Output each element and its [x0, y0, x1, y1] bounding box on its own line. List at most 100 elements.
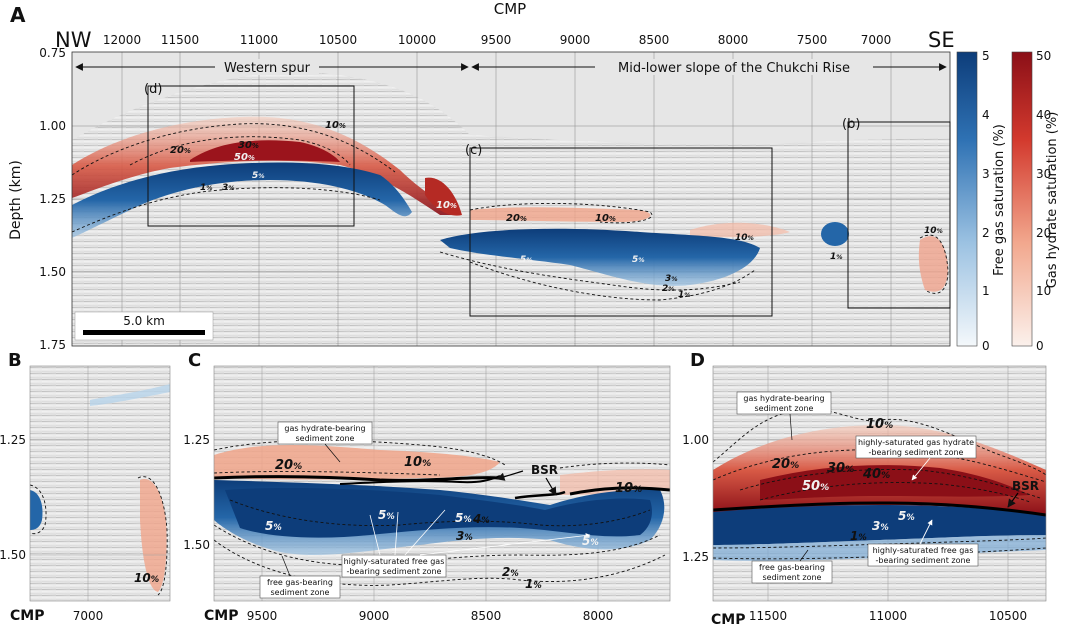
annotation-text: highly-saturated gas hydrate: [858, 438, 974, 447]
depth-tick: 1.50: [0, 548, 26, 562]
contour-20b: 20%: [506, 213, 527, 224]
percent-sign: %: [633, 485, 642, 495]
depth-tick: 1.25: [0, 433, 26, 447]
percent-sign: %: [248, 154, 255, 162]
percent-sign: %: [339, 122, 346, 130]
cmp-label-b: CMP: [10, 608, 44, 624]
cmp-tick: 9000: [560, 33, 591, 47]
panel-b: B 1.25 1.50 10% CMP 7000: [0, 350, 171, 624]
contour-3b: 3%: [665, 274, 678, 284]
depth-tick: 1.75: [39, 338, 66, 352]
colorbar-tick: 3: [982, 167, 990, 181]
annotation-text: gas hydrate-bearing: [743, 394, 824, 403]
contour-5: 5%: [898, 509, 915, 523]
annotation-text: free gas-bearing: [759, 563, 825, 572]
cmp-tick: 10000: [398, 33, 436, 47]
scale-bar: [83, 330, 205, 335]
annotation-text: highly-saturated free gas: [344, 557, 445, 566]
contour-10e: 10%: [924, 226, 943, 236]
colorbar-hydrate-label: Gas hydrate saturation (%): [1045, 112, 1060, 289]
contour-4: 4%: [472, 512, 490, 526]
cmp-tick: 9500: [247, 609, 278, 623]
contour-2: 2%: [502, 565, 519, 579]
colorbar-tick: 20: [1036, 226, 1051, 240]
percent-sign: %: [258, 173, 264, 180]
colorbar-free-gas-label: Free gas saturation (%): [992, 124, 1007, 276]
contour-50: 50%: [802, 479, 829, 494]
mid-lower-slope-label: Mid-lower slope of the Chukchi Rise: [618, 61, 850, 76]
colorbar-tick: 10: [1036, 284, 1051, 298]
percent-sign: %: [520, 215, 527, 223]
se-label: SE: [928, 28, 955, 52]
colorbar-tick: 4: [982, 108, 990, 122]
percent-sign: %: [748, 235, 754, 242]
depth-tick: 1.25: [39, 192, 66, 206]
panel-label-b: B: [8, 350, 22, 371]
contour-3: 3%: [872, 519, 889, 533]
contour-5b: 5%: [520, 255, 533, 265]
percent-sign: %: [836, 254, 842, 261]
contour-5c: 5%: [632, 255, 645, 265]
annotation-text: sediment zone: [271, 588, 330, 597]
colorbar-free-gas: 5 4 3 2 1 0 Free gas saturation (%): [956, 49, 1007, 353]
contour-10c: 10%: [436, 200, 457, 211]
contour-20: 20%: [772, 457, 799, 472]
box-b: [847, 121, 951, 309]
percent-sign: %: [609, 215, 616, 223]
contour-50: 50%: [234, 152, 255, 163]
percent-sign: %: [422, 459, 431, 469]
box-d: [147, 85, 355, 227]
panel-label-c: C: [188, 350, 201, 371]
colorbar-tick: 1: [982, 284, 990, 298]
nw-label: NW: [55, 28, 92, 52]
hydrate-saturated-annotation: highly-saturated gas hydrate -bearing se…: [855, 435, 977, 481]
annotation-text: highly-saturated free gas: [873, 546, 974, 555]
depth-tick: 1.25: [682, 550, 709, 564]
contour-5d: 5%: [582, 534, 599, 548]
bsr-label: BSR: [1012, 479, 1039, 493]
percent-sign: %: [790, 461, 799, 471]
cmp-tick: 11500: [161, 33, 199, 47]
contour-2: 2%: [662, 284, 675, 294]
cmp-tick: 9500: [481, 33, 512, 47]
panel-a: A CMP NW SE: [8, 0, 955, 352]
cmp-ticks-a: 12000 11500 11000 10500 10000 9500 9000 …: [103, 33, 891, 47]
contour-1: 1%: [525, 577, 542, 591]
cmp-tick: 7000: [73, 609, 104, 623]
cmp-label-c: CMP: [204, 608, 238, 624]
colorbar-tick: 40: [1036, 108, 1051, 122]
cmp-tick: 12000: [103, 33, 141, 47]
depth-tick: 1.00: [682, 433, 709, 447]
percent-sign: %: [684, 292, 690, 299]
cmp-tick: 7000: [861, 33, 892, 47]
colorbar-tick: 5: [982, 49, 990, 63]
percent-sign: %: [206, 185, 212, 192]
percent-sign: %: [906, 512, 914, 522]
box-b-label: (b): [842, 117, 860, 132]
contour-1b: 1%: [678, 290, 691, 300]
colorbar-tick: 0: [982, 339, 990, 353]
percent-sign: %: [481, 515, 489, 525]
scale-bar-box: [74, 311, 214, 341]
percent-sign: %: [881, 471, 890, 481]
box-c-label: (c): [465, 143, 482, 158]
free-gas-saturated-annotation: highly-saturated free gas -bearing sedim…: [341, 509, 591, 578]
seismic-section-a: [72, 52, 950, 346]
depth-tick: 1.50: [39, 265, 66, 279]
contour-10: 10%: [404, 455, 431, 470]
contour-5a: 5%: [265, 519, 282, 533]
cmp-axis-title: CMP: [494, 0, 526, 18]
box-c: [469, 147, 773, 317]
hydrate-zone-annotation: gas hydrate-bearing sediment zone: [277, 421, 373, 463]
percent-sign: %: [820, 483, 829, 493]
percent-sign: %: [526, 257, 532, 264]
contour-40: 40%: [862, 467, 890, 482]
cmp-tick: 10500: [989, 609, 1027, 623]
percent-sign: %: [590, 537, 598, 547]
annotation-text: -bearing sediment zone: [876, 556, 971, 565]
cmp-tick: 7500: [797, 33, 828, 47]
colorbar-tick: 30: [1036, 167, 1051, 181]
percent-sign: %: [293, 462, 302, 472]
percent-sign: %: [668, 286, 674, 293]
